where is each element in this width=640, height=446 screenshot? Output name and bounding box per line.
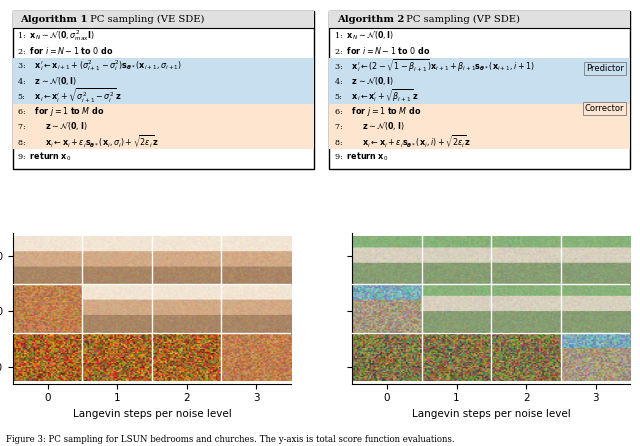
Text: 5:    $\mathbf{x}_i \leftarrow \mathbf{x}_i' + \sqrt{\sigma_{i+1}^2 - \sigma_i^2: 5: $\mathbf{x}_i \leftarrow \mathbf{x}_i… [17,87,122,105]
Text: Algorithm 1: Algorithm 1 [20,15,88,24]
Text: 5:    $\mathbf{x}_i \leftarrow \mathbf{x}_i' + \sqrt{\beta_{i+1}}\,\mathbf{z}$: 5: $\mathbf{x}_i \leftarrow \mathbf{x}_i… [333,87,419,104]
Text: 7:        $\mathbf{z} \sim \mathcal{N}(\mathbf{0}, \mathbf{I})$: 7: $\mathbf{z} \sim \mathcal{N}(\mathbf{… [17,120,88,132]
Text: 9:  $\mathbf{return}$ $\mathbf{x}_0$: 9: $\mathbf{return}$ $\mathbf{x}_0$ [17,150,72,163]
Text: 6:    $\mathbf{for}$ $j = 1$ $\mathbf{to}$ $M$ $\mathbf{do}$: 6: $\mathbf{for}$ $j = 1$ $\mathbf{to}$ … [17,105,105,118]
Bar [13,134,314,149]
Bar [329,119,630,134]
Bar [329,134,630,149]
Text: PC sampling (VP SDE): PC sampling (VP SDE) [403,15,520,24]
Bar [13,119,314,134]
Bar [329,103,630,119]
Text: 8:        $\mathbf{x}_i \leftarrow \mathbf{x}_i + \epsilon_i\mathbf{s}_{\boldsym: 8: $\mathbf{x}_i \leftarrow \mathbf{x}_i… [17,133,159,150]
Bar [329,58,630,73]
Text: 1:  $\mathbf{x}_N \sim \mathcal{N}(\mathbf{0}, \sigma_{\mathrm{max}}^2\mathbf{I}: 1: $\mathbf{x}_N \sim \mathcal{N}(\mathb… [17,28,95,43]
Text: 1:  $\mathbf{x}_N \sim \mathcal{N}(\mathbf{0}, \mathbf{I})$: 1: $\mathbf{x}_N \sim \mathcal{N}(\mathb… [333,29,394,41]
Text: Predictor: Predictor [586,64,625,73]
Text: 8:        $\mathbf{x}_i \leftarrow \mathbf{x}_i + \epsilon_i\mathbf{s}_{\boldsym: 8: $\mathbf{x}_i \leftarrow \mathbf{x}_i… [333,133,470,150]
Bar [329,88,630,103]
Bar [329,11,630,28]
Text: PC sampling (VE SDE): PC sampling (VE SDE) [86,15,204,24]
Text: Figure 3: PC sampling for LSUN bedrooms and churches. The y-axis is total score : Figure 3: PC sampling for LSUN bedrooms … [6,435,455,444]
Bar [13,58,314,73]
Text: 4:    $\mathbf{z} \sim \mathcal{N}(\mathbf{0}, \mathbf{I})$: 4: $\mathbf{z} \sim \mathcal{N}(\mathbf{… [17,75,77,87]
X-axis label: Langevin steps per noise level: Langevin steps per noise level [72,409,231,419]
Bar [13,73,314,88]
Text: 9:  $\mathbf{return}$ $\mathbf{x}_0$: 9: $\mathbf{return}$ $\mathbf{x}_0$ [333,150,388,163]
Text: 3:    $\mathbf{x}_i' \leftarrow \mathbf{x}_{i+1} + (\sigma_{i+1}^2 - \sigma_i^2): 3: $\mathbf{x}_i' \leftarrow \mathbf{x}_… [17,58,182,73]
Bar [13,11,314,28]
Text: 3:    $\mathbf{x}_i' \leftarrow (2 - \sqrt{1-\beta_{i+1}})\mathbf{x}_{i+1} + \be: 3: $\mathbf{x}_i' \leftarrow (2 - \sqrt{… [333,57,535,74]
Bar [13,103,314,119]
Text: Corrector: Corrector [585,104,625,113]
Text: Algorithm 2: Algorithm 2 [337,15,404,24]
Text: 4:    $\mathbf{z} \sim \mathcal{N}(\mathbf{0}, \mathbf{I})$: 4: $\mathbf{z} \sim \mathcal{N}(\mathbf{… [333,75,394,87]
X-axis label: Langevin steps per noise level: Langevin steps per noise level [412,409,571,419]
Text: 2:  $\mathbf{for}$ $i = N-1$ $\mathbf{to}$ $0$ $\mathbf{do}$: 2: $\mathbf{for}$ $i = N-1$ $\mathbf{to}… [333,45,430,56]
Text: 6:    $\mathbf{for}$ $j = 1$ $\mathbf{to}$ $M$ $\mathbf{do}$: 6: $\mathbf{for}$ $j = 1$ $\mathbf{to}$ … [333,105,421,118]
Bar [329,73,630,88]
Bar [13,88,314,103]
Text: 2:  $\mathbf{for}$ $i = N-1$ $\mathbf{to}$ $0$ $\mathbf{do}$: 2: $\mathbf{for}$ $i = N-1$ $\mathbf{to}… [17,45,113,56]
Text: 7:        $\mathbf{z} \sim \mathcal{N}(\mathbf{0}, \mathbf{I})$: 7: $\mathbf{z} \sim \mathcal{N}(\mathbf{… [333,120,404,132]
